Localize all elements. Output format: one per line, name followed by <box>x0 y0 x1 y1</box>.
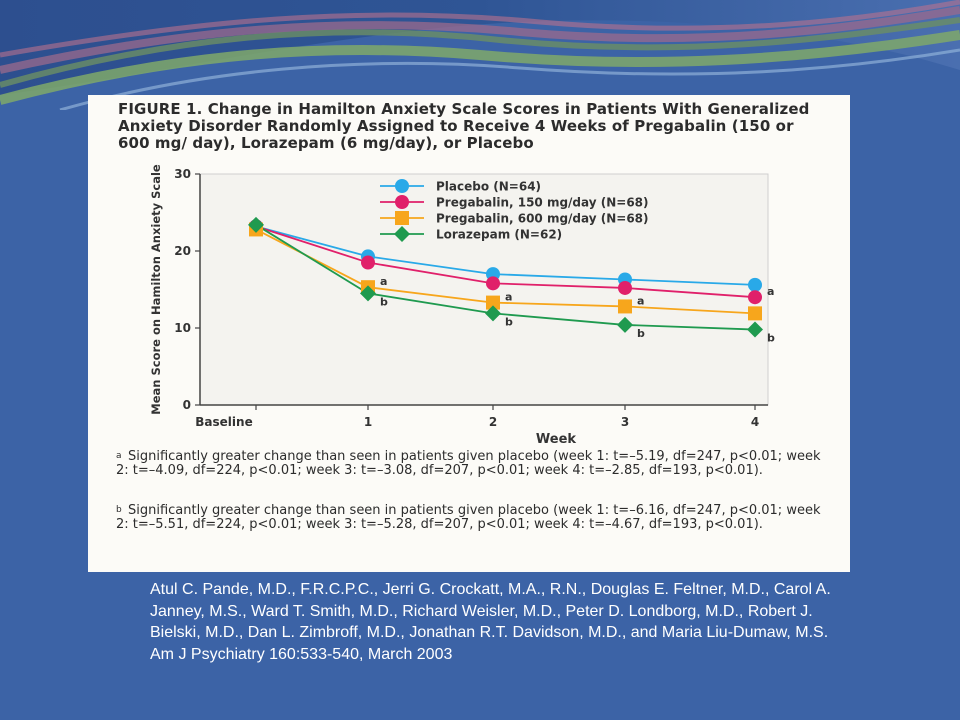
decorative-wave-banner <box>0 0 960 110</box>
data-point-series-3 <box>360 285 376 302</box>
data-point-series-2 <box>748 306 762 321</box>
x-tick-label: 4 <box>751 415 759 429</box>
x-tick-label: 1 <box>364 415 372 429</box>
x-tick-label: 2 <box>489 415 497 429</box>
x-tick-label: 3 <box>621 415 629 429</box>
y-tick-label: 30 <box>174 167 191 181</box>
footnote-b-mark: b <box>116 505 122 515</box>
annotation-b: b <box>505 315 513 328</box>
legend-marker <box>395 195 409 209</box>
chart-legend: Placebo (N=64) Pregabalin, 150 mg/day (N=… <box>380 179 649 242</box>
line-chart: 0 10 20 30 Baseline 1 2 3 4 Week Mean Score on Ham… <box>149 164 775 445</box>
figure-title: FIGURE 1. Change in Hamilton Anxiety Sca… <box>118 100 810 152</box>
data-point-series-3 <box>747 321 763 338</box>
y-axis-label: Mean Score on Hamilton Anxiety Scale <box>149 164 163 415</box>
citation-text: Atul C. Pande, M.D., F.R.C.P.C., Jerri G… <box>150 581 831 663</box>
annotation-a: a <box>767 285 774 298</box>
data-point-series-1 <box>486 276 500 291</box>
data-point-series-1 <box>748 290 762 305</box>
data-point-series-2 <box>618 299 632 314</box>
x-axis-label: Week <box>536 432 577 445</box>
chart-axes: 0 10 20 30 Baseline 1 2 3 4 Week Mean Score on Ham… <box>149 164 769 445</box>
y-tick-label: 0 <box>183 398 191 412</box>
legend-label: Lorazepam (N=62) <box>436 228 562 242</box>
legend-label: Pregabalin, 150 mg/day (N=68) <box>436 196 649 210</box>
legend-label: Placebo (N=64) <box>436 180 541 194</box>
series-markers <box>248 216 763 338</box>
data-point-series-3 <box>248 216 264 233</box>
footnote-a-text: Significantly greater change than seen i… <box>116 449 821 478</box>
annotation-b: b <box>380 295 388 308</box>
footnote-b: b Significantly greater change than seen … <box>116 504 836 531</box>
annotation-b: b <box>767 332 775 345</box>
legend-marker <box>395 211 409 225</box>
legend-marker <box>394 226 410 242</box>
figure-panel: FIGURE 1. Change in Hamilton Anxiety Sca… <box>88 95 850 572</box>
data-point-series-1 <box>361 255 375 270</box>
annotation-a: a <box>505 291 512 304</box>
x-tick-label: Baseline <box>195 415 252 429</box>
data-point-series-3 <box>617 316 633 333</box>
data-point-series-0 <box>748 277 762 292</box>
footnote-a: a Significantly greater change than seen … <box>116 450 836 477</box>
annotation-a: a <box>637 294 644 307</box>
legend-label: Pregabalin, 600 mg/day (N=68) <box>436 212 649 226</box>
y-tick-label: 20 <box>174 244 191 258</box>
data-point-series-3 <box>485 305 501 322</box>
footnote-b-text: Significantly greater change than seen i… <box>116 503 821 532</box>
y-tick-label: 10 <box>174 321 191 335</box>
data-point-series-2 <box>486 295 500 310</box>
data-point-series-1 <box>618 280 632 295</box>
annotation-a: a <box>380 275 387 288</box>
legend-marker <box>395 179 409 193</box>
footnote-a-mark: a <box>116 451 122 461</box>
annotation-b: b <box>637 327 645 340</box>
